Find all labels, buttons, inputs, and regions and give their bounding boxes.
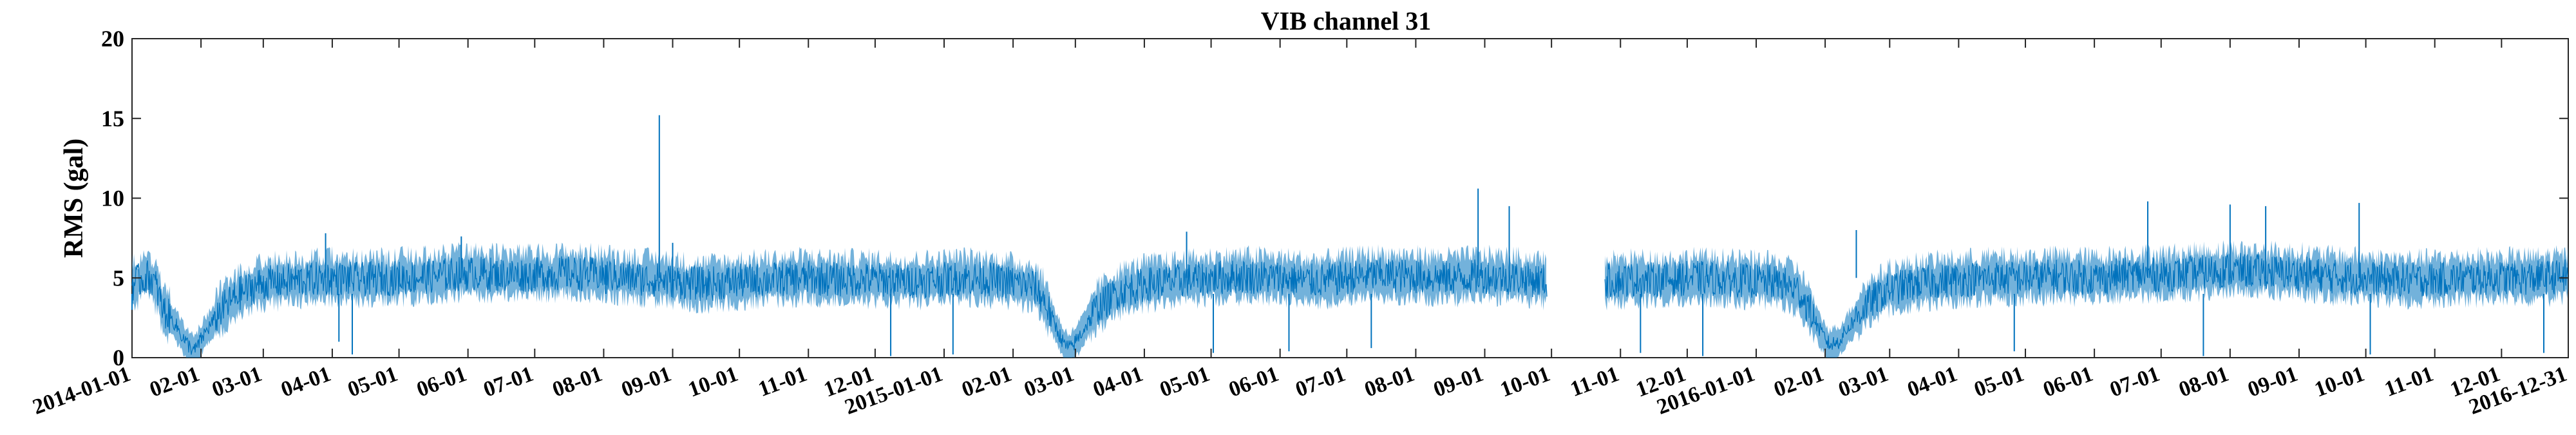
x-tick-label: 11-01 bbox=[2382, 362, 2436, 401]
x-tick-label: 07-01 bbox=[1293, 362, 1349, 402]
x-tick-label: 02-01 bbox=[147, 362, 203, 402]
series-band-1 bbox=[132, 242, 1546, 358]
x-tick-label: 07-01 bbox=[2107, 362, 2163, 402]
y-tick-label: 20 bbox=[101, 26, 124, 52]
x-tick-label: 03-01 bbox=[1835, 362, 1891, 402]
x-tick-label: 03-01 bbox=[209, 362, 265, 402]
y-tick-label: 10 bbox=[101, 186, 124, 211]
x-tick-label: 02-01 bbox=[959, 362, 1015, 402]
y-tick-label: 0 bbox=[113, 345, 124, 371]
plot-area bbox=[131, 38, 2569, 358]
x-tick-label: 04-01 bbox=[1090, 362, 1146, 402]
x-tick-label: 05-01 bbox=[345, 362, 401, 402]
x-tick-label: 09-01 bbox=[618, 362, 674, 402]
series-layer bbox=[131, 240, 2568, 358]
x-tick-label: 05-01 bbox=[1157, 362, 1213, 402]
x-tick-label: 08-01 bbox=[2175, 362, 2231, 402]
x-tick-label: 06-01 bbox=[413, 362, 469, 402]
y-tick-label: 5 bbox=[113, 265, 124, 291]
x-tick-label: 10-01 bbox=[685, 362, 741, 402]
x-tick-label: 11-01 bbox=[755, 362, 810, 401]
x-tick-label: 10-01 bbox=[2311, 362, 2367, 402]
x-tick-label: 08-01 bbox=[549, 362, 605, 402]
x-tick-label: 08-01 bbox=[1361, 362, 1417, 402]
x-tick-label: 11-01 bbox=[1567, 362, 1622, 401]
y-axis: 0 5 10 15 20 bbox=[101, 26, 2568, 371]
y-axis-label: RMS (gal) bbox=[59, 139, 89, 258]
x-tick-label: 06-01 bbox=[2040, 362, 2096, 402]
x-tick-label: 04-01 bbox=[1904, 362, 1960, 402]
chart-title: VIB channel 31 bbox=[1261, 6, 1432, 35]
x-tick-label: 02-01 bbox=[1771, 362, 1827, 402]
series-line-2 bbox=[1604, 253, 2568, 350]
x-tick-label: 09-01 bbox=[2245, 362, 2301, 402]
x-tick-label: 07-01 bbox=[480, 362, 536, 402]
x-axis: 2014-01-01 02-01 03-01 04-01 05-01 06-01 07-01… bbox=[30, 39, 2570, 420]
x-tick-label: 10-01 bbox=[1497, 362, 1553, 402]
x-tick-label: 05-01 bbox=[1971, 362, 2027, 402]
x-tick-label: 09-01 bbox=[1430, 362, 1486, 402]
x-tick-label: 03-01 bbox=[1021, 362, 1077, 402]
y-tick-label: 15 bbox=[101, 106, 124, 131]
spike-layer bbox=[131, 115, 2544, 356]
series-line-1 bbox=[131, 256, 1548, 355]
x-tick-label: 04-01 bbox=[278, 362, 334, 402]
series-band-2 bbox=[1605, 240, 2568, 358]
x-tick-label: 2014-01-01 bbox=[30, 362, 134, 420]
x-tick-label: 06-01 bbox=[1226, 362, 1282, 402]
